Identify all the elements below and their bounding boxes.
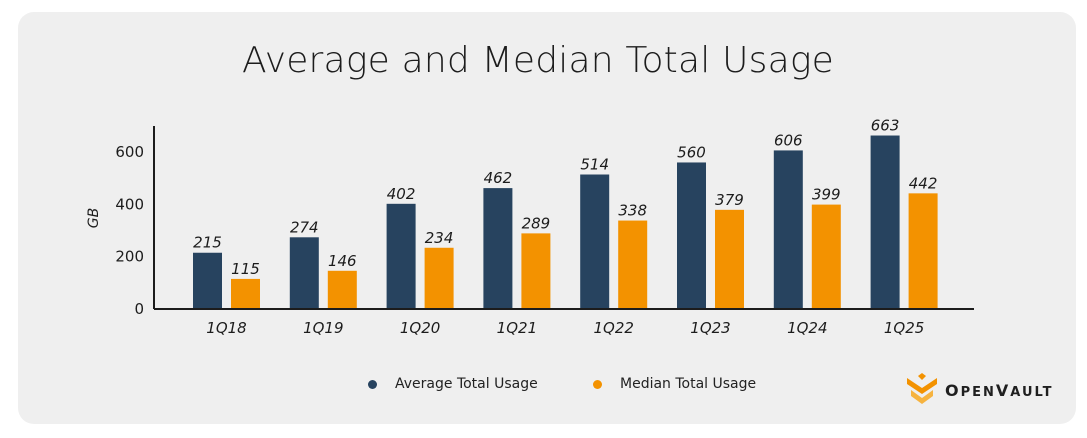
labels-layer: 215 115 1Q18 274 146 1Q19 402 234 1Q20 462 289 1Q21… — [86, 117, 937, 337]
bar-average-1Q19 — [289, 237, 319, 309]
data-label-median-1Q21: 289 — [522, 214, 551, 232]
x-tick-label-1Q24: 1Q24 — [787, 319, 827, 337]
data-label-average-1Q20: 402 — [387, 185, 416, 203]
data-label-average-1Q18: 215 — [193, 234, 222, 252]
y-tick-label-200: 200 — [115, 248, 144, 266]
x-tick-label-1Q20: 1Q20 — [400, 319, 440, 337]
data-label-average-1Q24: 606 — [774, 131, 803, 149]
bar-median-1Q25 — [908, 193, 938, 309]
bar-average-1Q22 — [580, 174, 610, 309]
logo-text: OPENVAULT — [945, 380, 1054, 400]
axes-layer — [153, 126, 974, 310]
bar-average-1Q23 — [677, 162, 706, 309]
data-label-average-1Q21: 462 — [484, 169, 513, 187]
bar-median-1Q24 — [811, 204, 841, 309]
bar-median-1Q20 — [424, 247, 454, 309]
legend-marker-median — [593, 379, 602, 389]
bars-layer — [193, 135, 938, 309]
y-tick-label-600: 600 — [115, 143, 144, 161]
data-label-average-1Q19: 274 — [290, 218, 319, 236]
legend-item-median: Median Total Usage — [593, 376, 756, 392]
x-tick-label-1Q21: 1Q21 — [497, 319, 537, 337]
data-label-median-1Q19: 146 — [328, 252, 357, 270]
data-label-average-1Q25: 663 — [871, 117, 900, 135]
x-tick-label-1Q19: 1Q19 — [303, 319, 343, 337]
data-label-average-1Q22: 514 — [580, 156, 609, 174]
legend-marker-average — [368, 379, 377, 389]
y-axis-label: GB — [86, 208, 102, 228]
bar-median-1Q18 — [231, 278, 260, 309]
data-label-median-1Q18: 115 — [231, 260, 260, 278]
bar-median-1Q21 — [521, 233, 551, 309]
legend-label-median: Median Total Usage — [620, 376, 757, 392]
chart-title: Average and Median Total Usage — [241, 40, 835, 81]
data-label-median-1Q23: 379 — [715, 191, 744, 209]
data-label-average-1Q23: 560 — [677, 143, 706, 161]
bar-average-1Q25 — [870, 135, 900, 309]
y-tick-label-400: 400 — [115, 195, 144, 213]
chart-legend: Average Total Usage Median Total Usage — [0, 376, 1087, 400]
data-label-median-1Q25: 442 — [909, 174, 938, 192]
bar-average-1Q21 — [483, 188, 513, 309]
bar-average-1Q18 — [193, 252, 222, 309]
x-tick-label-1Q18: 1Q18 — [206, 319, 246, 337]
bar-median-1Q23 — [715, 209, 744, 309]
bar-median-1Q19 — [327, 270, 357, 309]
x-tick-label-1Q25: 1Q25 — [884, 319, 924, 337]
y-tick-label-0: 0 — [134, 300, 144, 318]
data-label-median-1Q22: 338 — [618, 202, 647, 220]
legend-item-average: Average Total Usage — [368, 376, 538, 392]
x-tick-label-1Q22: 1Q22 — [593, 319, 633, 337]
x-tick-label-1Q23: 1Q23 — [690, 319, 730, 337]
openvault-logo-icon — [907, 373, 937, 404]
openvault-logo: OPENVAULT — [905, 372, 1054, 408]
bar-average-1Q20 — [386, 203, 416, 309]
bar-median-1Q22 — [618, 220, 648, 309]
data-label-median-1Q24: 399 — [812, 186, 841, 204]
data-label-median-1Q20: 234 — [425, 229, 454, 247]
legend-label-average: Average Total Usage — [395, 376, 538, 392]
chart-card — [18, 12, 1076, 424]
bar-average-1Q24 — [773, 150, 803, 309]
